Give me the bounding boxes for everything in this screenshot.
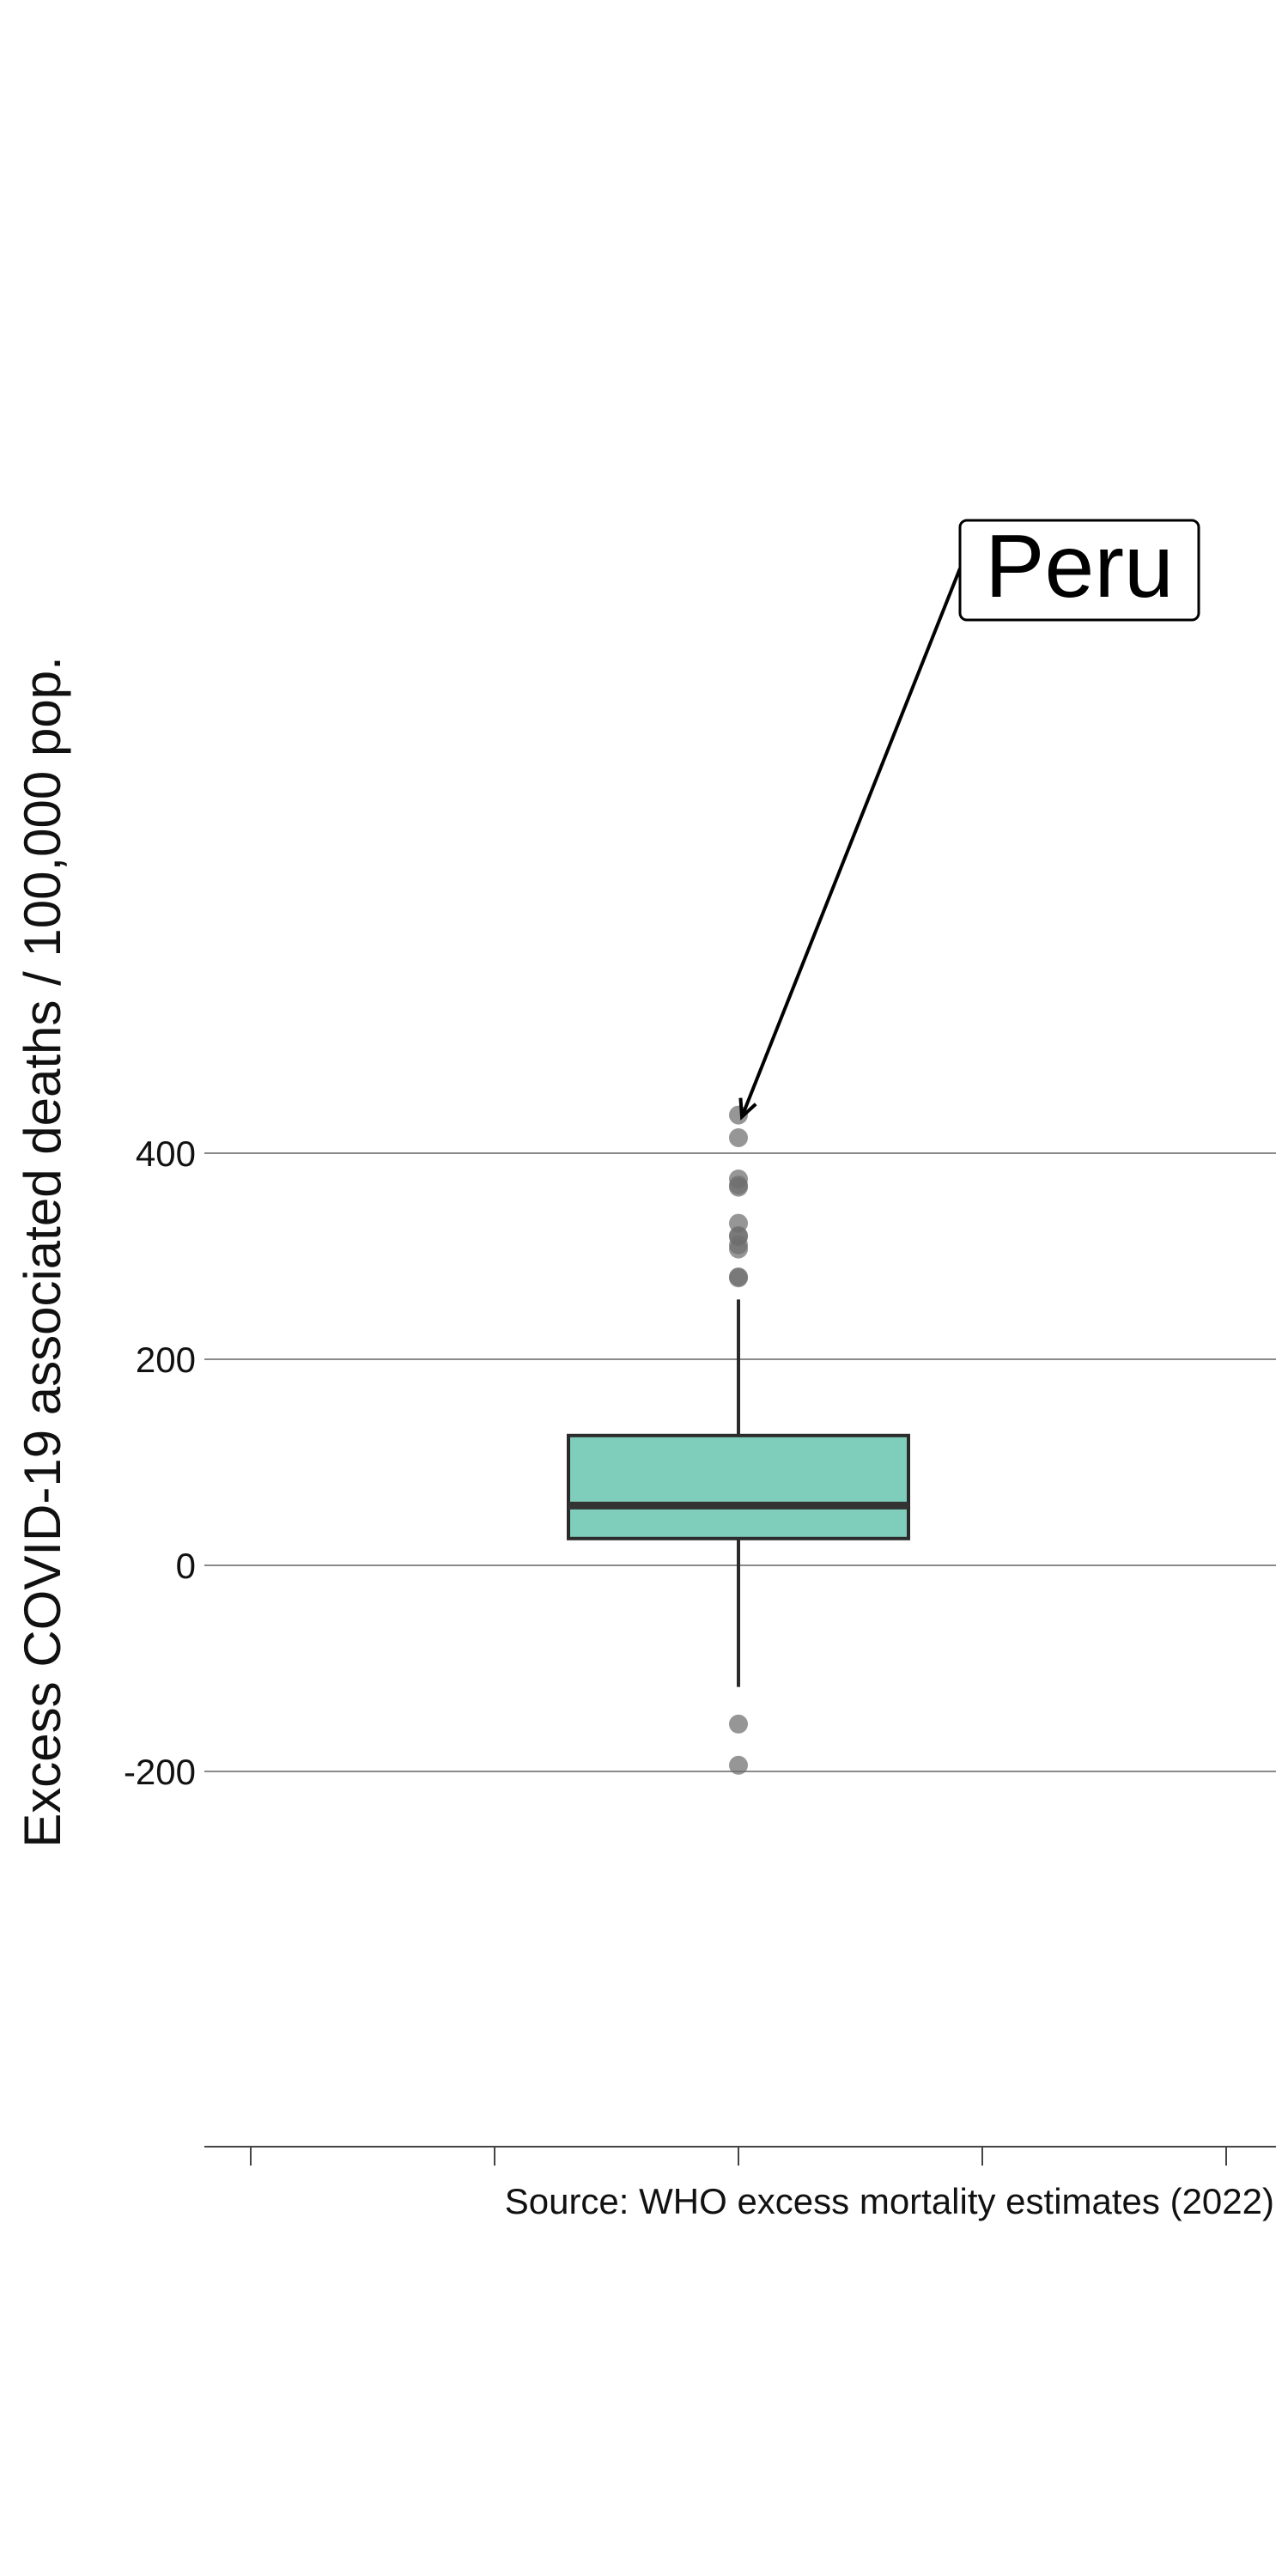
outlier-point (729, 1239, 748, 1259)
annotation-arrow-line (740, 568, 962, 1118)
outlier-point (729, 1177, 748, 1197)
outlier-point (729, 1755, 748, 1775)
chart-caption: Source: WHO excess mortality estimates (… (505, 2181, 1274, 2221)
outlier-point (729, 1268, 748, 1288)
outlier-point (729, 1128, 748, 1147)
x-axis (204, 2146, 1276, 2166)
annotation-arrow-head (738, 1097, 757, 1121)
annotation: Peru (738, 517, 1200, 1121)
annotation-box (958, 519, 1200, 622)
iqr-box (567, 1433, 910, 1540)
y-tick-label: 400 (136, 1133, 196, 1174)
annotation-label: Peru (985, 517, 1174, 617)
y-tick-label: 0 (176, 1546, 196, 1586)
y-tick-label: 200 (136, 1340, 196, 1380)
outliers (729, 1105, 748, 1775)
box (567, 1433, 910, 1540)
y-axis-label: Excess COVID-19 associated deaths / 100,… (14, 656, 71, 1847)
outlier-point (729, 1714, 748, 1734)
y-tick-label: -200 (124, 1752, 196, 1792)
y-axis-ticks: -200 0 200 400 (124, 1133, 196, 1792)
